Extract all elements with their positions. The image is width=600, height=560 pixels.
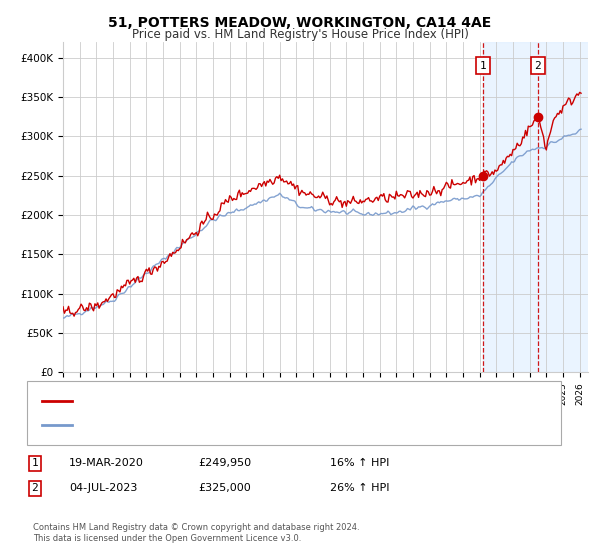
Text: Price paid vs. HM Land Registry's House Price Index (HPI): Price paid vs. HM Land Registry's House … (131, 28, 469, 41)
Text: 2: 2 (31, 483, 38, 493)
Text: 1: 1 (480, 60, 487, 71)
Text: £325,000: £325,000 (198, 483, 251, 493)
Text: Contains HM Land Registry data © Crown copyright and database right 2024.
This d: Contains HM Land Registry data © Crown c… (33, 524, 359, 543)
Text: 19-MAR-2020: 19-MAR-2020 (69, 458, 144, 468)
Text: 04-JUL-2023: 04-JUL-2023 (69, 483, 137, 493)
Text: 16% ↑ HPI: 16% ↑ HPI (330, 458, 389, 468)
Text: 2: 2 (535, 60, 541, 71)
Text: £249,950: £249,950 (198, 458, 251, 468)
Bar (483, 42, 600, 372)
Bar (571, 42, 600, 372)
Text: HPI: Average price, detached house, Cumberland: HPI: Average price, detached house, Cumb… (78, 419, 335, 430)
Text: 1: 1 (31, 458, 38, 468)
Text: 51, POTTERS MEADOW, WORKINGTON, CA14 4AE: 51, POTTERS MEADOW, WORKINGTON, CA14 4AE (109, 16, 491, 30)
Text: 51, POTTERS MEADOW, WORKINGTON, CA14 4AE (detached house): 51, POTTERS MEADOW, WORKINGTON, CA14 4AE… (78, 396, 430, 407)
Text: 26% ↑ HPI: 26% ↑ HPI (330, 483, 389, 493)
